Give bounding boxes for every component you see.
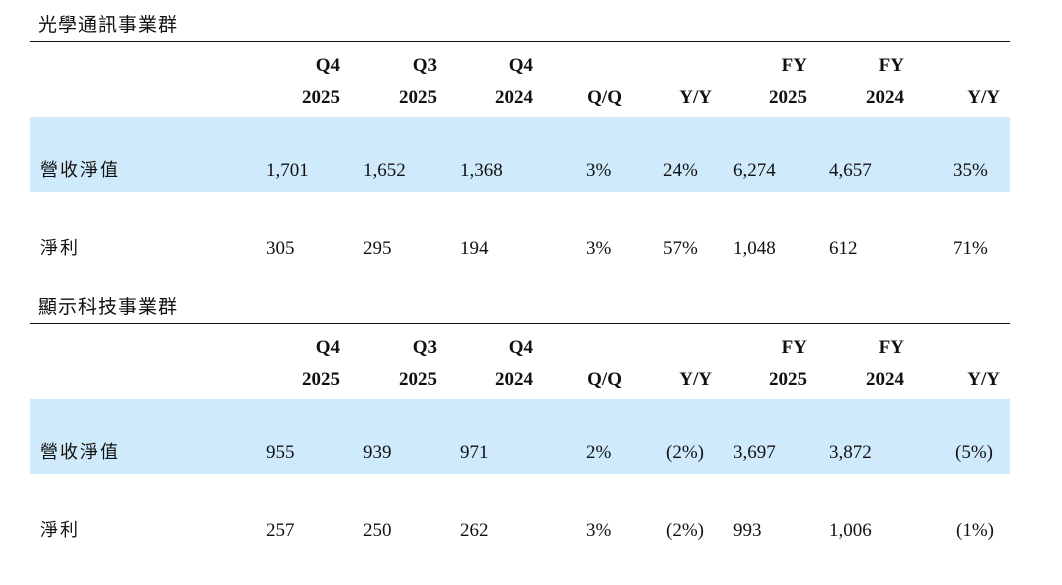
col-header-line2: Y/Y bbox=[679, 369, 712, 390]
table-row: 營收淨值 1,701 1,652 1,368 3% 24% 6,274 4,65… bbox=[30, 117, 1010, 192]
col-header-line2: 2025 bbox=[399, 369, 437, 390]
table-cell: 305 bbox=[266, 238, 295, 259]
col-header-line2: 2024 bbox=[866, 87, 904, 108]
col-header-line2: 2025 bbox=[399, 87, 437, 108]
row-label: 營收淨值 bbox=[40, 160, 120, 181]
col-header-line1: Q4 bbox=[315, 337, 340, 358]
col-header-line1: FY bbox=[781, 337, 807, 358]
table-cell: 971 bbox=[460, 442, 489, 463]
section-divider bbox=[30, 323, 1010, 324]
table-row: 淨利 305 295 194 3% 57% 1,048 612 71% bbox=[30, 195, 1010, 270]
col-header-line2: 2025 bbox=[769, 87, 807, 108]
table-cell: 993 bbox=[733, 520, 762, 541]
table-cell: 3% bbox=[586, 238, 612, 259]
table-cell: 939 bbox=[363, 442, 392, 463]
col-header-line2: 2024 bbox=[866, 369, 904, 390]
table-cell: 1,701 bbox=[266, 160, 309, 181]
col-header-line2: Q/Q bbox=[587, 369, 622, 390]
table-cell: 71% bbox=[953, 238, 988, 259]
col-header-line2: 2025 bbox=[769, 369, 807, 390]
col-header-line1: Q3 bbox=[412, 337, 437, 358]
section-title: 顯示科技事業群 bbox=[38, 296, 179, 318]
table-cell: (2%) bbox=[666, 442, 704, 463]
col-header-line2: 2024 bbox=[495, 87, 533, 108]
col-header-line2: Y/Y bbox=[967, 369, 1000, 390]
table-cell: 2% bbox=[586, 442, 612, 463]
col-header-line1: FY bbox=[878, 55, 904, 76]
section-divider bbox=[30, 41, 1010, 42]
row-label: 淨利 bbox=[40, 238, 80, 259]
table-cell: 257 bbox=[266, 520, 295, 541]
col-header-line1: Q4 bbox=[315, 55, 340, 76]
table-row: 營收淨值 955 939 971 2% (2%) 3,697 3,872 (5%… bbox=[30, 399, 1010, 474]
col-header-line2: Y/Y bbox=[967, 87, 1000, 108]
table-cell: 1,048 bbox=[733, 238, 776, 259]
table-cell: (1%) bbox=[956, 520, 994, 541]
table-cell: 262 bbox=[460, 520, 489, 541]
col-header-line1: FY bbox=[781, 55, 807, 76]
table-cell: 3,697 bbox=[733, 442, 776, 463]
col-header-line2: 2024 bbox=[495, 369, 533, 390]
table-cell: 35% bbox=[953, 160, 988, 181]
col-header-line2: 2025 bbox=[302, 369, 340, 390]
col-header-line2: 2025 bbox=[302, 87, 340, 108]
business-group-section: 光學通訊事業群 Q4 2025 Q3 2025 Q4 2024 Q/Q Y/Y … bbox=[30, 0, 1010, 281]
business-group-section: 顯示科技事業群 Q4 2025 Q3 2025 Q4 2024 Q/Q Y/Y … bbox=[30, 282, 1010, 563]
table-cell: 24% bbox=[663, 160, 698, 181]
table-cell: 295 bbox=[363, 238, 392, 259]
table-cell: (2%) bbox=[666, 520, 704, 541]
table-cell: 6,274 bbox=[733, 160, 776, 181]
table-cell: 250 bbox=[363, 520, 392, 541]
col-header-line1: Q4 bbox=[508, 55, 533, 76]
col-header-line1: Q3 bbox=[412, 55, 437, 76]
table-cell: (5%) bbox=[955, 442, 993, 463]
table-cell: 3,872 bbox=[829, 442, 872, 463]
table-cell: 1,368 bbox=[460, 160, 503, 181]
table-cell: 955 bbox=[266, 442, 295, 463]
row-label: 營收淨值 bbox=[40, 442, 120, 463]
table-cell: 3% bbox=[586, 160, 612, 181]
table-cell: 4,657 bbox=[829, 160, 872, 181]
table-cell: 612 bbox=[829, 238, 858, 259]
section-title: 光學通訊事業群 bbox=[38, 14, 179, 36]
col-header-line2: Q/Q bbox=[587, 87, 622, 108]
table-cell: 194 bbox=[460, 238, 489, 259]
col-header-line1: Q4 bbox=[508, 337, 533, 358]
table-cell: 57% bbox=[663, 238, 698, 259]
col-header-line2: Y/Y bbox=[679, 87, 712, 108]
table-cell: 1,006 bbox=[829, 520, 872, 541]
table-cell: 3% bbox=[586, 520, 612, 541]
col-header-line1: FY bbox=[878, 337, 904, 358]
table-row: 淨利 257 250 262 3% (2%) 993 1,006 (1%) bbox=[30, 477, 1010, 552]
row-label: 淨利 bbox=[40, 520, 80, 541]
table-cell: 1,652 bbox=[363, 160, 406, 181]
